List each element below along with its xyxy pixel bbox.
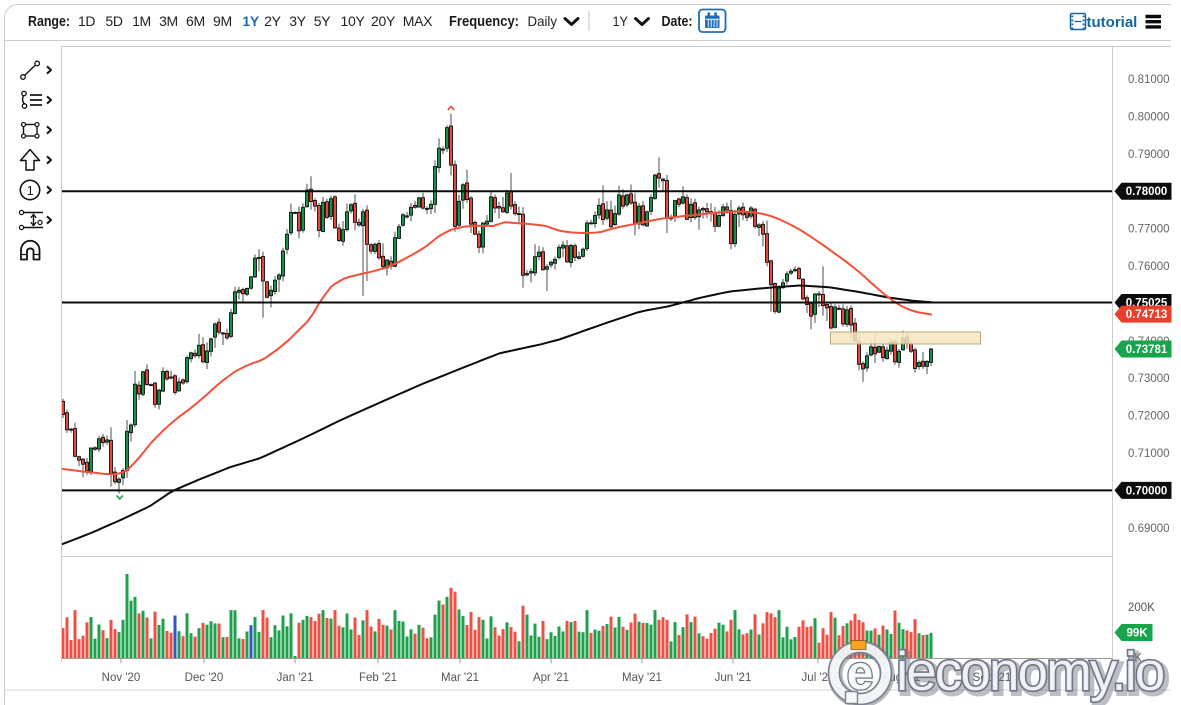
svg-text:99K: 99K — [1126, 628, 1148, 640]
svg-text:1: 1 — [27, 184, 34, 198]
svg-text:ieconomy.io: ieconomy.io — [899, 643, 1167, 705]
svg-text:Dec '20: Dec '20 — [185, 672, 224, 684]
svg-text:2Y: 2Y — [264, 13, 281, 29]
svg-text:0.76000: 0.76000 — [1128, 261, 1170, 273]
svg-text:Apr '21: Apr '21 — [533, 672, 569, 684]
svg-text:1Y: 1Y — [242, 13, 259, 29]
svg-text:ieconomy.io: ieconomy.io — [896, 640, 1164, 702]
svg-text:0.79000: 0.79000 — [1128, 149, 1170, 161]
svg-text:5D: 5D — [105, 13, 122, 29]
svg-text:0.74713: 0.74713 — [1126, 309, 1168, 321]
svg-text:0.72000: 0.72000 — [1128, 411, 1170, 423]
svg-text:10Y: 10Y — [340, 13, 365, 29]
svg-text:3M: 3M — [159, 13, 178, 29]
svg-text:Mar '21: Mar '21 — [441, 672, 479, 684]
svg-text:0.73000: 0.73000 — [1128, 373, 1170, 385]
svg-text:20Y: 20Y — [371, 13, 396, 29]
svg-text:0.71000: 0.71000 — [1128, 448, 1170, 460]
svg-text:0.81000: 0.81000 — [1128, 74, 1170, 86]
svg-text:Range:: Range: — [28, 13, 70, 30]
svg-text:5Y: 5Y — [314, 13, 331, 29]
svg-text:0K: 0K — [1128, 653, 1142, 665]
svg-text:Jan '21: Jan '21 — [277, 672, 314, 684]
svg-text:Jun '21: Jun '21 — [715, 672, 752, 684]
svg-text:MAX: MAX — [403, 13, 433, 29]
svg-text:tutorial: tutorial — [1087, 14, 1138, 31]
svg-text:0.70000: 0.70000 — [1126, 485, 1168, 497]
svg-text:0.69000: 0.69000 — [1128, 523, 1170, 535]
svg-text:May '21: May '21 — [622, 672, 662, 684]
svg-text:9M: 9M — [213, 13, 232, 29]
svg-text:1D: 1D — [78, 13, 95, 29]
svg-text:0.77000: 0.77000 — [1128, 224, 1170, 236]
svg-text:1M: 1M — [132, 13, 151, 29]
svg-text:1Y: 1Y — [613, 13, 629, 29]
svg-text:200K: 200K — [1128, 602, 1155, 614]
svg-text:3Y: 3Y — [289, 13, 306, 29]
svg-text:Daily: Daily — [528, 13, 558, 29]
svg-text:Feb '21: Feb '21 — [359, 672, 397, 684]
svg-text:Date:: Date: — [662, 13, 693, 30]
svg-text:0.78000: 0.78000 — [1126, 186, 1168, 198]
svg-text:Frequency:: Frequency: — [449, 13, 519, 30]
svg-text:Sep '21: Sep '21 — [973, 672, 1012, 684]
svg-text:e: e — [847, 647, 874, 700]
svg-text:Jul '21: Jul '21 — [802, 672, 835, 684]
svg-text:0.73781: 0.73781 — [1126, 344, 1168, 356]
svg-text:6M: 6M — [186, 13, 205, 29]
svg-text:0.80000: 0.80000 — [1128, 111, 1170, 123]
svg-text:Nov '20: Nov '20 — [102, 672, 141, 684]
